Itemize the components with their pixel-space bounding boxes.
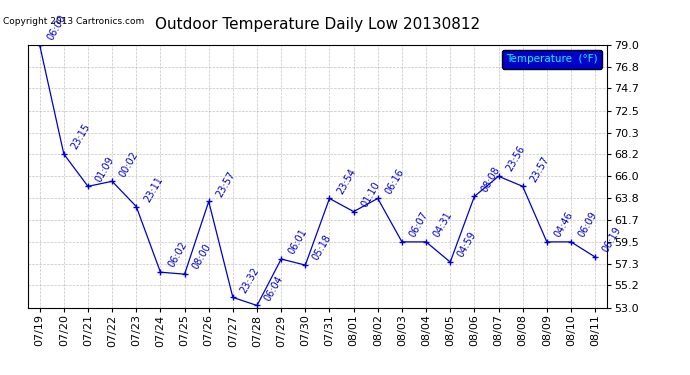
Text: 08:08: 08:08 (480, 165, 502, 194)
Text: 23:57: 23:57 (529, 154, 551, 184)
Text: 06:04: 06:04 (263, 274, 285, 303)
Text: 06:16: 06:16 (384, 166, 406, 196)
Text: 23:32: 23:32 (239, 266, 261, 295)
Text: 05:18: 05:18 (311, 233, 333, 262)
Legend: Temperature  (°F): Temperature (°F) (502, 50, 602, 69)
Text: 00:02: 00:02 (118, 149, 140, 178)
Text: 04:31: 04:31 (432, 210, 454, 239)
Text: 06:00: 06:00 (46, 13, 68, 42)
Text: 04:46: 04:46 (553, 210, 575, 239)
Text: 23:54: 23:54 (335, 166, 357, 196)
Text: 23:57: 23:57 (215, 170, 237, 199)
Text: 23:15: 23:15 (70, 122, 92, 151)
Text: 06:19: 06:19 (601, 225, 623, 254)
Text: 06:09: 06:09 (577, 210, 599, 239)
Text: 06:02: 06:02 (166, 240, 188, 269)
Text: 06:01: 06:01 (287, 227, 309, 256)
Text: 01:10: 01:10 (359, 180, 382, 209)
Text: 06:07: 06:07 (408, 210, 430, 239)
Text: 23:11: 23:11 (142, 175, 164, 204)
Text: 01:09: 01:09 (94, 154, 116, 184)
Text: Outdoor Temperature Daily Low 20130812: Outdoor Temperature Daily Low 20130812 (155, 17, 480, 32)
Text: 04:59: 04:59 (456, 230, 478, 259)
Text: Copyright 2013 Cartronics.com: Copyright 2013 Cartronics.com (3, 17, 145, 26)
Text: 23:56: 23:56 (504, 144, 526, 174)
Text: 08:00: 08:00 (190, 242, 213, 272)
